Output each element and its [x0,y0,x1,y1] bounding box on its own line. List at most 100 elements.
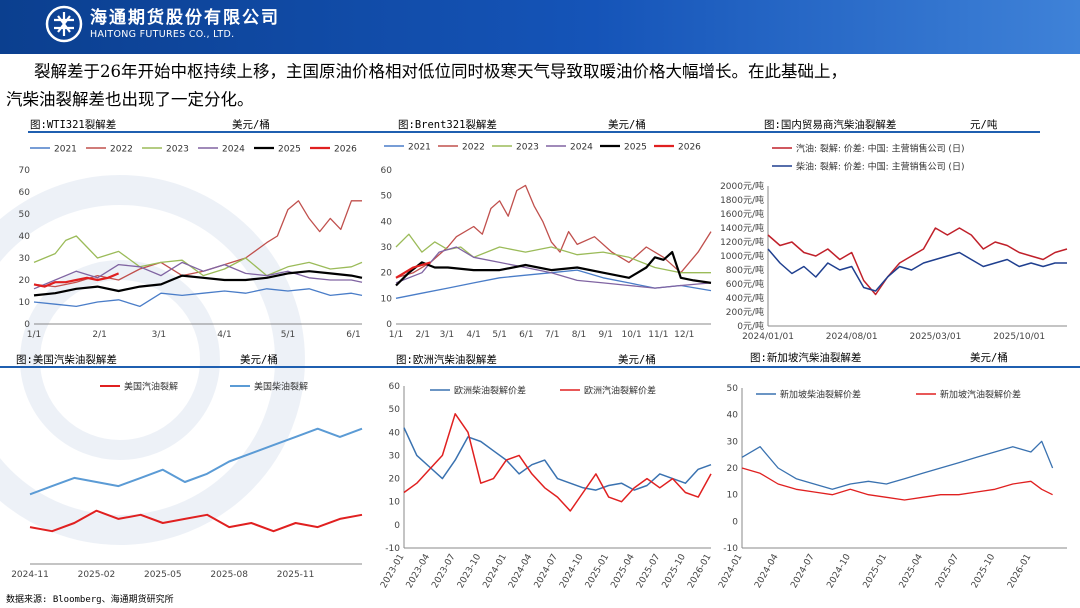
c2-legend-label-4: 2025 [624,143,647,153]
c1-legend-label-4: 2025 [278,145,301,155]
c1-ytick-3: 30 [19,254,31,264]
c1-legend-label-0: 2021 [54,145,77,155]
c4-xtick-1: 2025-02 [78,570,116,580]
c2-ytick-4: 40 [381,217,393,227]
c2-series-4-line [395,250,712,287]
company-name-en: HAITONG FUTURES CO., LTD. [90,29,235,40]
c6-xtick-4: 2025-01 [862,553,889,591]
c6-xtick-7: 2025-10 [970,552,998,590]
c5-ytick-5: 40 [389,428,401,438]
c2-series-1-line [395,184,712,279]
chart-china-trader: 0元/吨 200元/吨 400元/吨 600元/吨 800元/吨 1000元/吨 1200元… [720,143,1068,342]
c5-ytick-3: 20 [389,475,401,485]
c3-ytick-3: 600元/吨 [726,278,764,290]
c2-series-2-line [395,233,711,274]
c6-xtick-8: 2026-01 [1006,553,1033,591]
c3-series-1-line [767,248,1067,292]
c5-xtick-9: 2025-04 [609,552,637,590]
c3-title: 图:国内贸易商汽柴油裂解差 [764,119,897,131]
c2-xtick-10: 11/1 [648,330,668,340]
c5-ytick-7: 60 [389,382,401,392]
c6-title: 图:新加坡汽柴油裂解差 [750,352,862,364]
c5-unit: 美元/桶 [618,354,656,366]
c5-legend-label-0: 欧洲柴油裂解价差 [454,385,526,397]
c6-legend-label-1: 新加坡汽油裂解价差 [940,389,1021,401]
c2-unit: 美元/桶 [608,119,646,131]
c2-title: 图:Brent321裂解差 [398,119,497,131]
c3-ytick-5: 1000元/吨 [720,250,764,262]
c5-xtick-8: 2025-01 [584,553,611,591]
c3-xtick-2: 2025/03/01 [910,332,962,342]
c6-legend-label-0: 新加坡柴油裂解价差 [780,389,861,401]
c1-xtick-0: 1/1 [27,330,41,340]
c3-xtick-1: 2024/08/01 [826,332,878,342]
c5-xtick-1: 2023-04 [405,552,433,590]
c2-xtick-4: 5/1 [492,330,506,340]
c1-series-2-line [33,235,363,277]
c1-ytick-6: 60 [19,188,31,198]
c2-xtick-0: 1/1 [389,330,403,340]
c6-unit: 美元/桶 [970,352,1008,364]
c1-series-5-line [33,272,120,288]
c2-xtick-1: 2/1 [416,330,430,340]
c2-ytick-2: 20 [381,269,393,279]
c5-xtick-6: 2024-07 [533,553,560,591]
c3-ytick-10: 2000元/吨 [720,180,764,192]
c2-ytick-1: 10 [381,294,393,304]
c5-ytick-1: 0 [394,521,400,531]
c2-xtick-8: 9/1 [598,330,612,340]
c4-xtick-4: 2025-11 [277,570,315,580]
c6-xtick-1: 2024-04 [753,552,781,590]
c2-xtick-9: 10/1 [621,330,641,340]
c3-legend-label-1: 柴油: 裂解: 价差: 中国: 主营销售公司 (日) [796,161,964,173]
c1-xtick-2: 3/1 [152,330,166,340]
c6-ytick-5: 40 [727,411,739,421]
c6-ytick-1: 0 [732,517,738,527]
chart-brent321: 0 10 20 30 40 50 60 1/1 2/1 3/1 4/1 5/1 6/1 7/1 8/1 9/1… [381,143,712,340]
c2-xtick-11: 12/1 [674,330,694,340]
c2-xtick-6: 7/1 [545,330,559,340]
bottom-row-divider [0,366,1080,368]
c5-xtick-4: 2024-01 [481,553,508,591]
c3-legend-label-0: 汽油: 裂解: 价差: 中国: 主营销售公司 (日) [796,143,964,155]
c3-ytick-9: 1800元/吨 [720,194,764,206]
c2-ytick-3: 30 [381,243,393,253]
c4-series-0-line [29,509,363,533]
c1-series-0-line [33,288,363,308]
c1-legend-label-5: 2026 [334,145,357,155]
c5-xtick-2: 2023-07 [430,553,457,591]
c2-series-3-line [395,246,712,289]
c6-xtick-0: 2024-01 [717,553,744,591]
intro-paragraph: 裂解差于26年开始中枢持续上移，主国原油价格相对低位同时极寒天气导致取暖油价格大… [6,58,1078,114]
c5-xtick-12: 2026-01 [686,553,713,591]
c6-series-1-line [741,467,1053,501]
c3-ytick-1: 200元/吨 [726,306,764,318]
c6-ytick-3: 20 [727,464,739,474]
c4-xtick-0: 2024-11 [11,570,49,580]
c6-xtick-6: 2025-07 [934,553,961,591]
c1-ytick-1: 10 [19,298,31,308]
c5-ytick-2: 10 [389,498,401,508]
chart-us-crack: 2024-11 2025-02 2025-05 2025-08 2025-11 美国汽油裂… [11,381,363,580]
c2-ytick-6: 60 [381,166,393,176]
haitong-logo-icon [45,5,83,43]
c2-xtick-7: 8/1 [572,330,586,340]
c5-ytick-6: 50 [389,405,401,415]
c6-ytick-2: 10 [727,491,739,501]
data-source-note: 数据来源: Bloomberg、海通期货研究所 [6,595,174,605]
c3-ytick-4: 800元/吨 [726,264,764,276]
c1-ytick-7: 70 [19,166,31,176]
c5-ytick-0: -10 [385,544,400,554]
c2-xtick-3: 4/1 [466,330,480,340]
c6-xtick-5: 2025-04 [898,552,926,590]
c2-legend-label-5: 2026 [678,143,701,153]
c4-xtick-3: 2025-08 [210,570,248,580]
c2-xtick-2: 3/1 [440,330,454,340]
c4-xtick-2: 2025-05 [144,570,182,580]
c6-ytick-0: -10 [723,544,738,554]
c1-legend-label-3: 2024 [222,145,245,155]
c2-ytick-0: 0 [386,320,392,330]
c3-ytick-8: 1600元/吨 [720,208,764,220]
c5-series-0-line [403,427,712,491]
c4-series-1-line [29,427,363,496]
